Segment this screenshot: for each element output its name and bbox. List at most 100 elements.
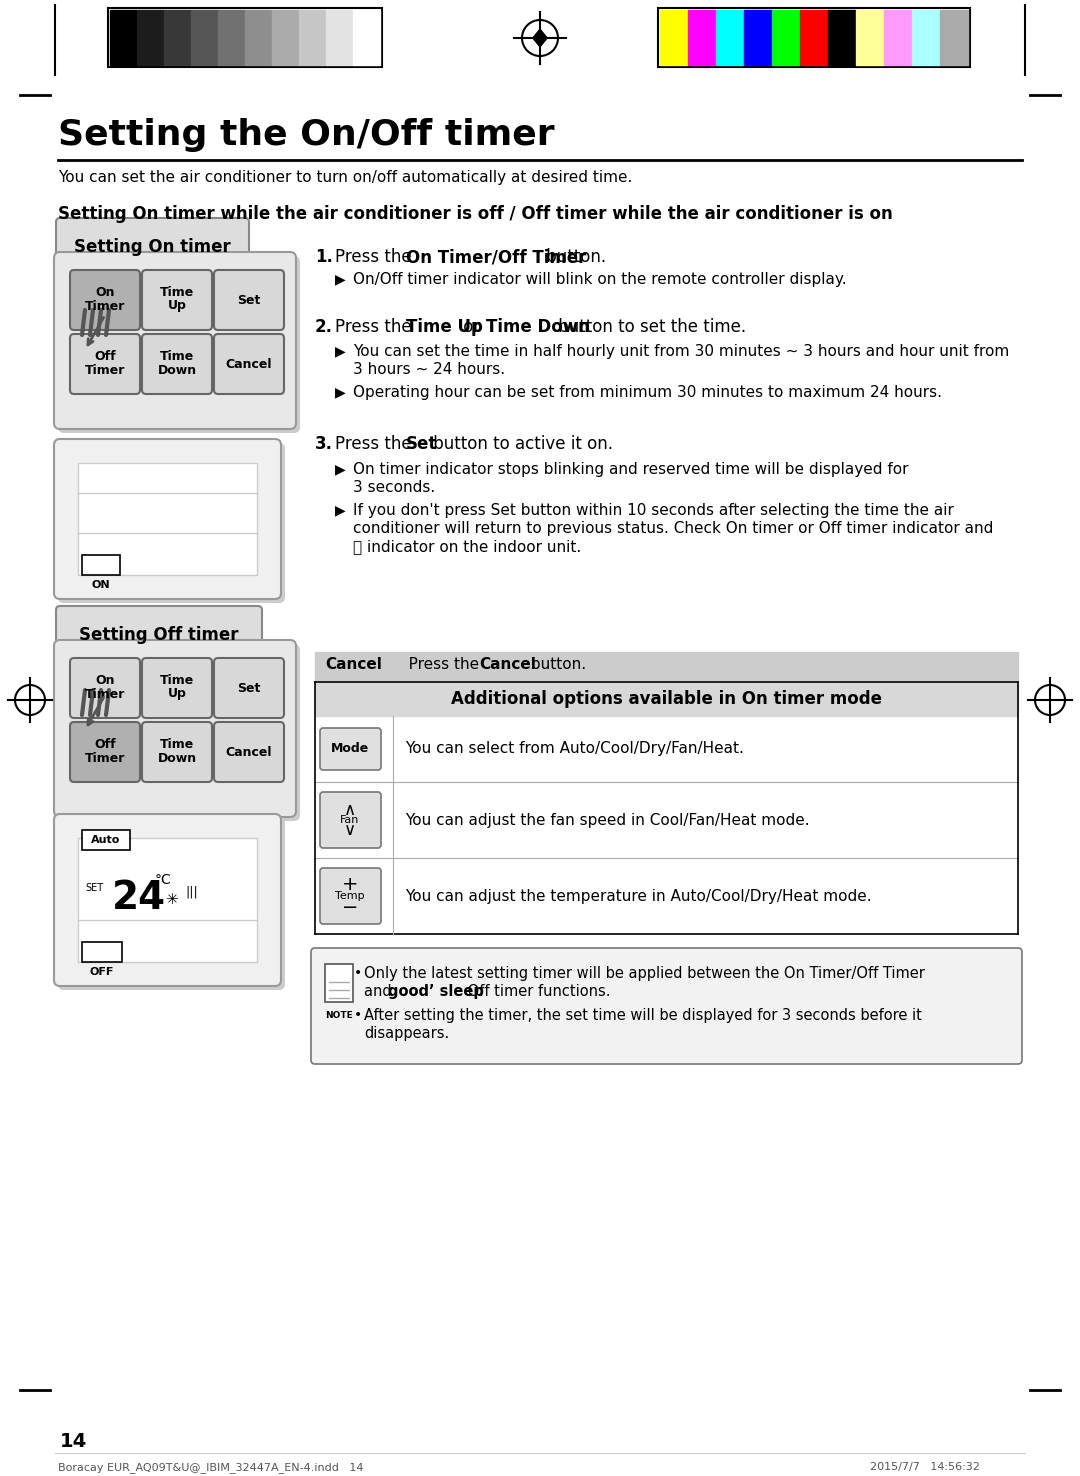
FancyBboxPatch shape	[70, 270, 140, 331]
Text: Press the: Press the	[335, 248, 417, 266]
Text: 3.: 3.	[315, 435, 333, 453]
FancyBboxPatch shape	[214, 270, 284, 331]
Text: 3 seconds.: 3 seconds.	[353, 480, 435, 494]
Text: Mode: Mode	[330, 742, 369, 756]
FancyBboxPatch shape	[320, 793, 381, 849]
Text: You can select from Auto/Cool/Dry/Fan/Heat.: You can select from Auto/Cool/Dry/Fan/He…	[405, 741, 744, 757]
Bar	[885, 10, 912, 65]
Bar	[660, 10, 688, 65]
FancyBboxPatch shape	[54, 813, 281, 986]
Text: Time Up: Time Up	[406, 317, 483, 337]
FancyBboxPatch shape	[58, 443, 285, 604]
Text: button to active it on.: button to active it on.	[428, 435, 613, 453]
Text: Off timer functions.: Off timer functions.	[463, 984, 610, 999]
Text: Press the: Press the	[394, 657, 484, 672]
Text: Time: Time	[160, 350, 194, 363]
Text: Only the latest setting timer will be applied between the On Timer/Off Timer: Only the latest setting timer will be ap…	[364, 965, 924, 982]
Text: Cancel: Cancel	[226, 357, 272, 370]
FancyBboxPatch shape	[58, 644, 300, 821]
Text: ON: ON	[92, 580, 110, 590]
Text: Press the: Press the	[335, 317, 417, 337]
Bar	[272, 10, 299, 65]
FancyBboxPatch shape	[70, 334, 140, 394]
Bar	[800, 10, 828, 65]
FancyBboxPatch shape	[70, 658, 140, 717]
Text: Up: Up	[167, 300, 187, 313]
Text: Time Down: Time Down	[486, 317, 590, 337]
Text: Fan: Fan	[340, 815, 360, 825]
Bar	[191, 10, 218, 65]
Text: ∧: ∧	[343, 801, 356, 819]
FancyBboxPatch shape	[54, 641, 296, 818]
Text: ✳: ✳	[165, 893, 178, 908]
Bar	[315, 682, 1018, 716]
Text: Temp: Temp	[335, 892, 365, 900]
Text: Setting On timer: Setting On timer	[73, 238, 230, 255]
Text: ∨: ∨	[343, 821, 356, 838]
Text: Time: Time	[160, 738, 194, 750]
Text: ▶: ▶	[335, 503, 346, 517]
Polygon shape	[532, 28, 548, 49]
FancyBboxPatch shape	[56, 218, 249, 255]
Text: ▶: ▶	[335, 344, 346, 359]
Text: Additional options available in On timer mode: Additional options available in On timer…	[451, 689, 882, 708]
Text: •: •	[354, 965, 362, 980]
Text: Off: Off	[94, 350, 116, 363]
Text: Time: Time	[160, 673, 194, 686]
Text: SET: SET	[85, 883, 103, 893]
Text: Set: Set	[238, 294, 260, 307]
Text: ▶: ▶	[335, 272, 346, 286]
Bar	[744, 10, 772, 65]
Text: After setting the timer, the set time will be displayed for 3 seconds before it: After setting the timer, the set time wi…	[364, 1008, 922, 1023]
Text: button.: button.	[541, 248, 606, 266]
Text: button.: button.	[526, 657, 586, 672]
Text: Cancel: Cancel	[480, 657, 536, 672]
Bar	[299, 10, 326, 65]
Text: You can adjust the fan speed in Cool/Fan/Heat mode.: You can adjust the fan speed in Cool/Fan…	[405, 812, 810, 828]
FancyBboxPatch shape	[58, 255, 300, 432]
Bar	[108, 7, 382, 66]
FancyBboxPatch shape	[54, 252, 296, 430]
FancyBboxPatch shape	[320, 728, 381, 770]
Bar	[78, 838, 257, 962]
Text: conditioner will return to previous status. Check On timer or Off timer indicato: conditioner will return to previous stat…	[353, 521, 994, 536]
Text: Down: Down	[158, 751, 197, 765]
FancyBboxPatch shape	[141, 334, 212, 394]
Text: OFF: OFF	[90, 967, 114, 977]
Bar	[78, 463, 257, 576]
Text: 2015/7/7   14:56:32: 2015/7/7 14:56:32	[870, 1463, 980, 1472]
Text: Auto: Auto	[92, 835, 121, 844]
Bar	[325, 964, 353, 1002]
Text: NOTE: NOTE	[325, 1011, 353, 1020]
FancyBboxPatch shape	[214, 722, 284, 782]
Text: Cancel: Cancel	[325, 657, 382, 672]
Bar	[772, 10, 800, 65]
Text: •: •	[354, 1008, 362, 1021]
Text: 24: 24	[112, 880, 166, 917]
Bar	[912, 10, 940, 65]
Text: Down: Down	[158, 363, 197, 376]
Text: Up: Up	[167, 688, 187, 701]
Text: You can set the time in half hourly unit from 30 minutes ~ 3 hours and hour unit: You can set the time in half hourly unit…	[353, 344, 1009, 359]
Bar	[315, 652, 1018, 680]
Bar	[245, 10, 272, 65]
FancyBboxPatch shape	[141, 270, 212, 331]
Text: Boracay EUR_AQ09T&U@_IBIM_32447A_EN-4.indd   14: Boracay EUR_AQ09T&U@_IBIM_32447A_EN-4.in…	[58, 1463, 364, 1473]
Text: 14: 14	[60, 1432, 87, 1451]
Text: You can set the air conditioner to turn on/off automatically at desired time.: You can set the air conditioner to turn …	[58, 170, 633, 184]
Bar	[856, 10, 885, 65]
Bar	[137, 10, 164, 65]
Text: 2.: 2.	[315, 317, 333, 337]
Text: 1.: 1.	[315, 248, 333, 266]
Bar	[828, 10, 856, 65]
Text: Set: Set	[238, 682, 260, 695]
Bar	[688, 10, 716, 65]
Text: −: −	[341, 899, 359, 918]
Text: Timer: Timer	[85, 688, 125, 701]
FancyBboxPatch shape	[58, 818, 285, 990]
Bar	[353, 10, 380, 65]
Text: |||: |||	[185, 886, 198, 899]
FancyBboxPatch shape	[141, 658, 212, 717]
Bar	[82, 830, 130, 850]
FancyBboxPatch shape	[54, 438, 281, 599]
